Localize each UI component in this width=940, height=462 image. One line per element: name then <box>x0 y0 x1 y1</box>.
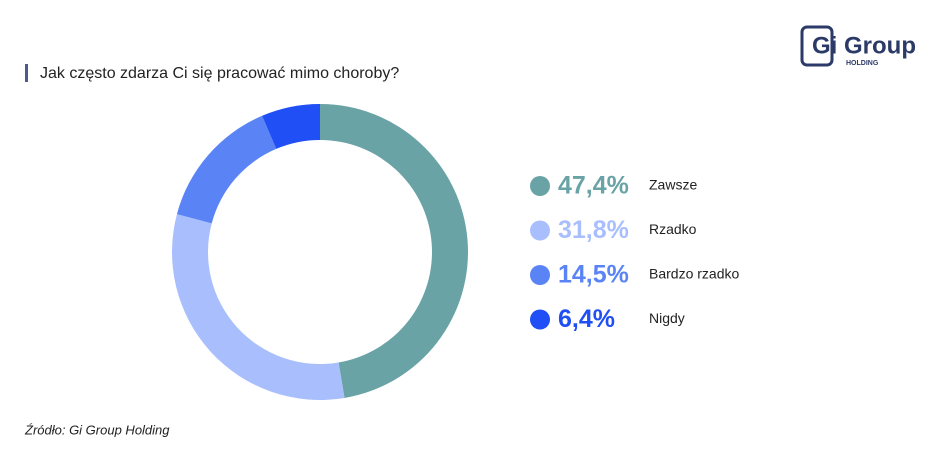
title-accent <box>25 64 28 82</box>
legend-marker <box>530 309 550 330</box>
donut-segment <box>320 104 469 398</box>
value-label: 6,4% <box>558 305 615 333</box>
value-label: 47,4% <box>558 172 629 200</box>
legend-label: Bardzo rzadko <box>649 266 739 282</box>
donut-segment <box>262 104 320 149</box>
legend-label: Nigdy <box>649 310 685 326</box>
donut-segment <box>171 214 345 400</box>
donut-segment <box>176 115 277 224</box>
legend-marker <box>530 176 550 196</box>
legend-marker <box>530 265 550 285</box>
value-label: 14,5% <box>558 261 629 289</box>
logo-frame <box>800 25 834 67</box>
logo-subtext: HOLDING <box>846 60 879 67</box>
chart-title: Jak często zdarza Ci się pracować mimo c… <box>40 65 399 82</box>
legend-label: Rzadko <box>649 221 697 237</box>
logo: Gi Group HOLDING <box>800 25 916 67</box>
legend-marker <box>530 220 550 241</box>
legend-label: Zawsze <box>649 177 697 193</box>
value-label: 31,8% <box>558 216 629 244</box>
logo-text: Gi Group <box>812 32 916 59</box>
source: Źródło: Gi Group Holding <box>24 422 170 437</box>
